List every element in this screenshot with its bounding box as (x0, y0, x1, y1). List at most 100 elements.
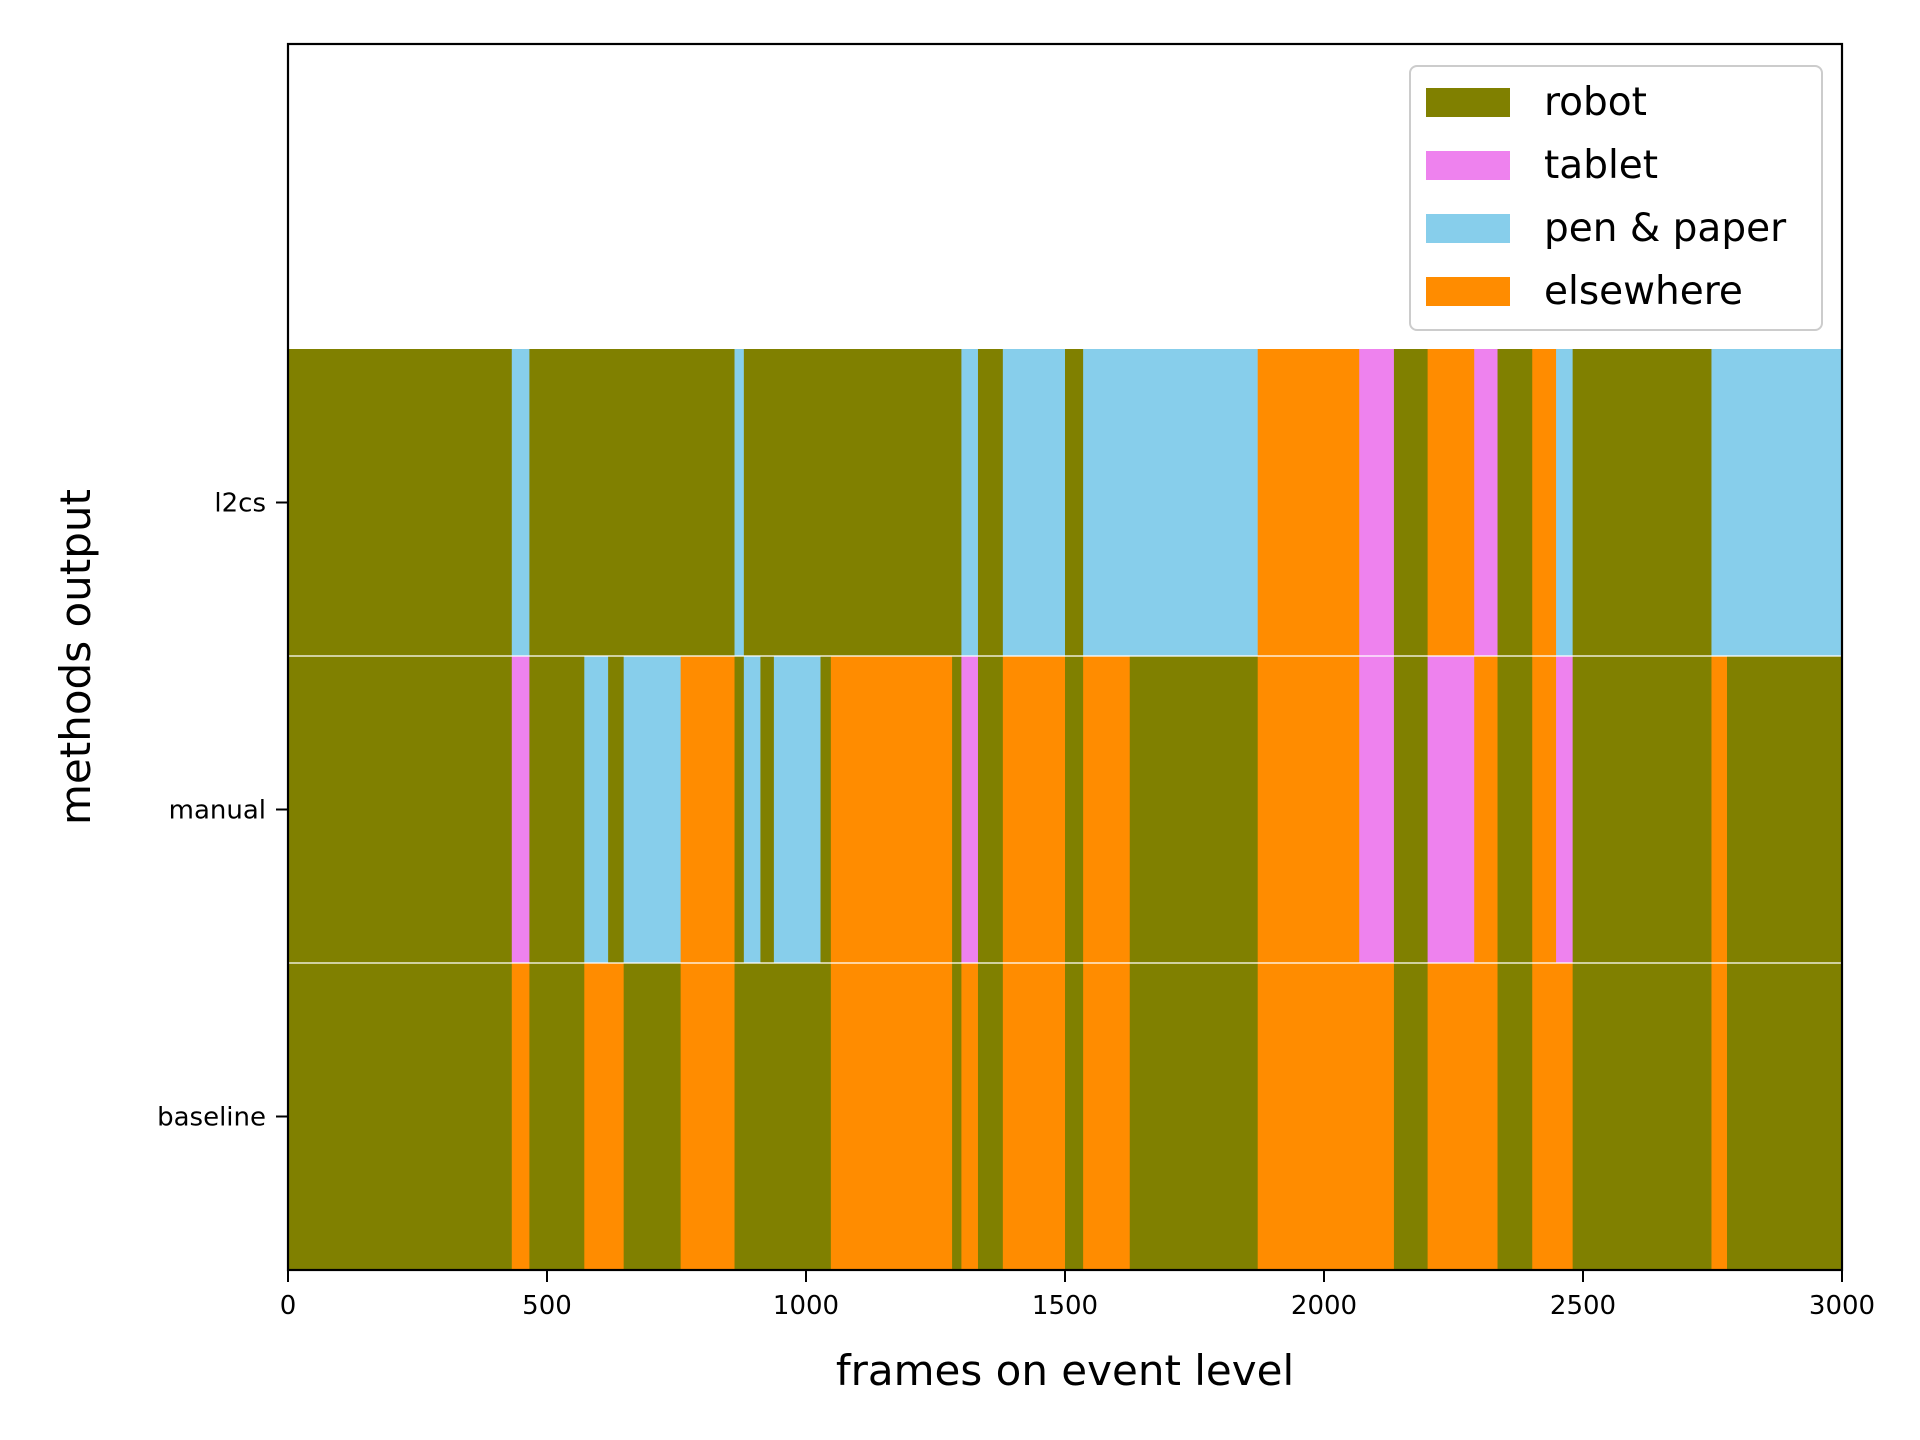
x-tick-label: 2000 (1291, 1291, 1357, 1321)
bar-segment-l2cs-9 (1083, 349, 1259, 656)
bar-segment-l2cs-12 (1393, 349, 1429, 656)
bar-segment-l2cs-18 (1572, 349, 1713, 656)
legend-label-pen-paper: pen & paper (1544, 206, 1787, 251)
bar-segment-manual-24 (1474, 656, 1499, 963)
bar-segment-baseline-6 (734, 963, 832, 1270)
legend-swatch-robot (1426, 88, 1510, 117)
bar-segment-l2cs-16 (1532, 349, 1557, 656)
y-tick-label-manual: manual (169, 796, 266, 826)
legend: robot tablet pen & paper elsewhere (1409, 65, 1823, 331)
bar-segment-l2cs-2 (529, 349, 736, 656)
x-tick-label: 2500 (1550, 1291, 1616, 1321)
bar-segment-l2cs-7 (1002, 349, 1066, 656)
x-axis-ticks: 0 500 1000 1500 2000 2500 3000 (280, 1270, 1875, 1321)
bar-segment-l2cs-11 (1359, 349, 1395, 656)
bar-segment-baseline-20 (1572, 963, 1713, 1270)
bar-segment-manual-0 (288, 656, 513, 963)
bar-segment-manual-23 (1427, 656, 1475, 963)
x-tick-label: 500 (522, 1291, 572, 1321)
bar-segment-manual-16 (1002, 656, 1066, 963)
bar-segment-baseline-4 (623, 963, 682, 1270)
bar-segment-baseline-9 (961, 963, 979, 1270)
bar-segment-baseline-3 (584, 963, 625, 1270)
bar-segment-manual-7 (734, 656, 745, 963)
legend-swatch-tablet (1426, 151, 1510, 180)
bar-segment-manual-26 (1532, 656, 1557, 963)
bar-segments (288, 349, 1843, 1270)
bar-segment-l2cs-10 (1257, 349, 1360, 656)
bar-segment-manual-27 (1556, 656, 1574, 963)
x-tick-label: 1500 (1032, 1291, 1098, 1321)
legend-box (1409, 65, 1823, 331)
legend-swatch-elsewhere (1426, 277, 1510, 306)
bar-segment-l2cs-0 (288, 349, 513, 656)
x-axis-title: frames on event level (836, 1346, 1294, 1395)
bar-segment-manual-29 (1711, 656, 1728, 963)
bar-segment-manual-5 (623, 656, 682, 963)
bar-segment-manual-28 (1572, 656, 1713, 963)
bar-segment-baseline-15 (1257, 963, 1395, 1270)
y-axis-ticks: l2cs manual baseline (157, 489, 288, 1133)
bar-segment-manual-4 (608, 656, 625, 963)
bar-segment-baseline-11 (1002, 963, 1066, 1270)
bar-segment-l2cs-4 (743, 349, 962, 656)
x-tick-label: 3000 (1809, 1291, 1875, 1321)
bar-segment-l2cs-8 (1065, 349, 1084, 656)
bar-segment-manual-30 (1727, 656, 1843, 963)
bar-segment-l2cs-15 (1497, 349, 1533, 656)
bar-segment-manual-20 (1257, 656, 1360, 963)
bar-segment-manual-17 (1065, 656, 1084, 963)
legend-swatch-pen-paper (1426, 214, 1510, 243)
bar-segment-manual-19 (1129, 656, 1259, 963)
x-tick-label: 0 (280, 1291, 297, 1321)
bar-segment-baseline-17 (1427, 963, 1499, 1270)
bar-segment-manual-21 (1359, 656, 1395, 963)
bar-segment-manual-10 (773, 656, 822, 963)
bar-segment-baseline-16 (1393, 963, 1429, 1270)
bar-segment-baseline-2 (529, 963, 585, 1270)
legend-label-tablet: tablet (1544, 143, 1658, 188)
bar-segment-baseline-14 (1129, 963, 1259, 1270)
bar-segment-manual-25 (1497, 656, 1533, 963)
bar-segment-baseline-5 (680, 963, 736, 1270)
bar-segment-baseline-22 (1727, 963, 1843, 1270)
bar-segment-manual-2 (529, 656, 585, 963)
bar-segment-l2cs-5 (961, 349, 979, 656)
bar-segment-baseline-0 (288, 963, 513, 1270)
bar-segment-baseline-8 (952, 963, 962, 1270)
bar-segment-manual-15 (977, 656, 1004, 963)
bar-segment-baseline-1 (511, 963, 530, 1270)
x-tick-label: 1000 (773, 1291, 839, 1321)
bar-segment-l2cs-14 (1474, 349, 1499, 656)
bar-segment-manual-3 (584, 656, 609, 963)
bar-segment-l2cs-6 (977, 349, 1004, 656)
bar-segment-manual-13 (952, 656, 962, 963)
y-tick-label-l2cs: l2cs (214, 489, 266, 519)
bar-segment-l2cs-3 (734, 349, 745, 656)
bar-segment-manual-11 (820, 656, 832, 963)
bar-segment-baseline-10 (977, 963, 1004, 1270)
bar-segment-manual-6 (680, 656, 736, 963)
bar-segment-manual-9 (760, 656, 775, 963)
bar-segment-l2cs-19 (1711, 349, 1843, 656)
bar-segment-baseline-13 (1083, 963, 1131, 1270)
bar-segment-manual-14 (961, 656, 979, 963)
bar-segment-baseline-12 (1065, 963, 1084, 1270)
bar-segment-l2cs-17 (1556, 349, 1574, 656)
bar-segment-baseline-7 (830, 963, 953, 1270)
bar-segment-baseline-18 (1497, 963, 1533, 1270)
bar-segment-manual-1 (511, 656, 530, 963)
bar-segment-l2cs-13 (1427, 349, 1475, 656)
legend-label-robot: robot (1544, 80, 1647, 125)
y-tick-label-baseline: baseline (157, 1103, 266, 1133)
row-separators (288, 655, 1842, 964)
bar-segment-l2cs-1 (511, 349, 530, 656)
bar-segment-manual-12 (830, 656, 953, 963)
bar-segment-manual-18 (1083, 656, 1131, 963)
legend-label-elsewhere: elsewhere (1544, 269, 1743, 314)
bar-segment-manual-8 (743, 656, 762, 963)
bar-segment-manual-22 (1393, 656, 1429, 963)
bar-segment-baseline-21 (1711, 963, 1728, 1270)
y-axis-title: methods output (51, 489, 100, 825)
